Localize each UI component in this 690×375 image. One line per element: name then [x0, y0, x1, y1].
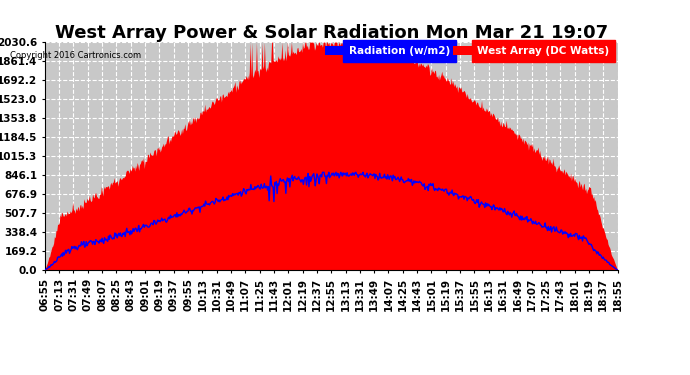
Legend: Radiation (w/m2), West Array (DC Watts): Radiation (w/m2), West Array (DC Watts): [322, 43, 612, 59]
Title: West Array Power & Solar Radiation Mon Mar 21 19:07: West Array Power & Solar Radiation Mon M…: [55, 24, 608, 42]
Text: Copyright 2016 Cartronics.com: Copyright 2016 Cartronics.com: [10, 51, 141, 60]
